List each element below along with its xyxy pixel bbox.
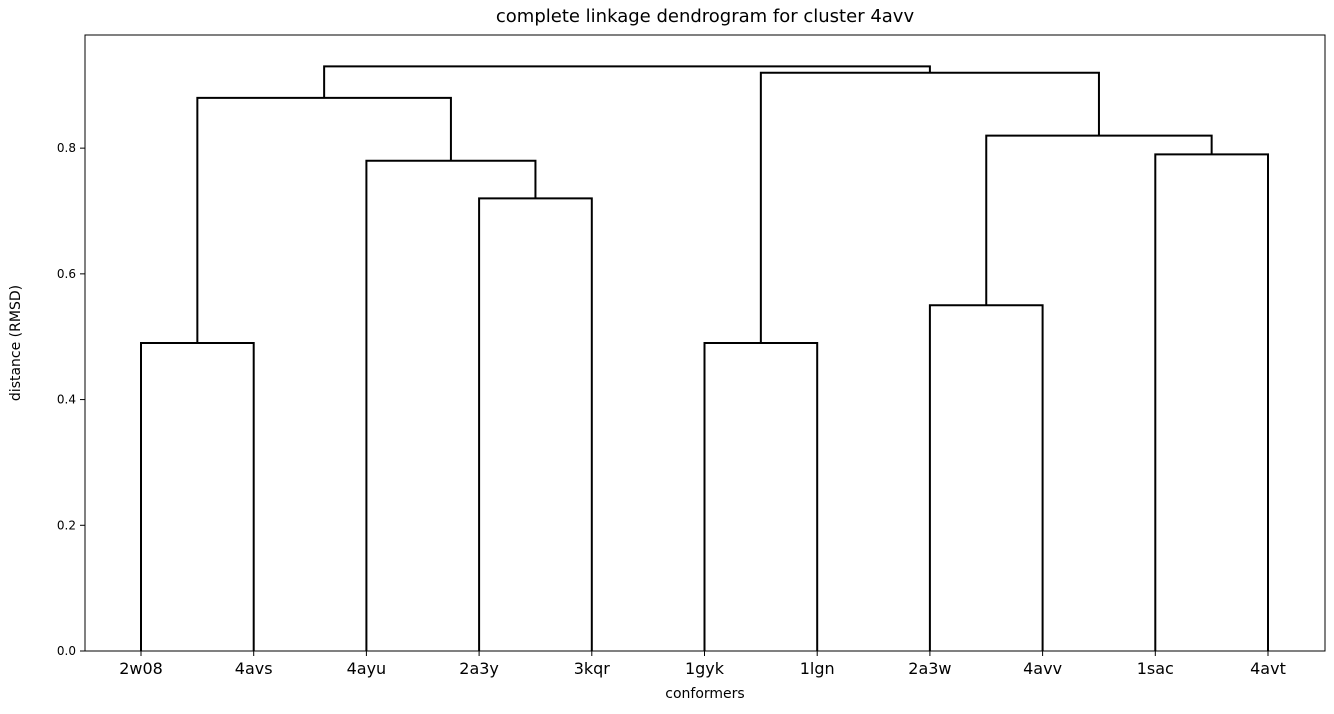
merge-link-7 — [1154, 153, 1269, 651]
y-tick-label: 0.4 — [57, 393, 76, 407]
x-axis-label: conformers — [665, 686, 745, 702]
merge-link-10 — [323, 65, 931, 98]
merge-link-5 — [703, 342, 819, 651]
merge-link-8 — [985, 134, 1213, 306]
leaf-label-4avs: 4avs — [235, 659, 273, 678]
y-tick-label: 0.0 — [57, 644, 76, 658]
y-tick-label: 0.6 — [57, 267, 76, 281]
leaf-label-4avt: 4avt — [1250, 659, 1286, 678]
leaf-label-2w08: 2w08 — [119, 659, 163, 678]
merge-lines — [140, 65, 1269, 651]
y-tick-label: 0.2 — [57, 518, 76, 532]
leaf-label-1sac: 1sac — [1137, 659, 1174, 678]
x-axis-ticks: 2w08 4avs 4ayu 2a3y 3kqr 1gyk 1lgn 2a3w 4avv 1sac… — [119, 651, 1286, 678]
chart-title: complete linkage dendrogram for cluster … — [495, 6, 915, 27]
merge-link-4 — [196, 96, 452, 343]
merge-link-1 — [140, 342, 255, 651]
leaf-label-2a3y: 2a3y — [459, 659, 499, 678]
leaf-label-1gyk: 1gyk — [685, 659, 725, 678]
merge-link-3 — [365, 159, 537, 651]
merge-link-9 — [759, 71, 1100, 343]
merge-link-6 — [928, 304, 1044, 651]
leaf-label-3kqr: 3kqr — [574, 659, 611, 678]
leaf-label-2a3w: 2a3w — [908, 659, 951, 678]
y-tick-label: 0.8 — [57, 141, 76, 155]
leaf-label-1lgn: 1lgn — [800, 659, 835, 678]
y-axis-ticks: 0.0 0.2 0.4 0.6 0.8 — [57, 141, 85, 658]
leaf-label-4avv: 4avv — [1023, 659, 1062, 678]
merge-link-2 — [478, 197, 593, 651]
leaf-label-4ayu: 4ayu — [347, 659, 387, 678]
